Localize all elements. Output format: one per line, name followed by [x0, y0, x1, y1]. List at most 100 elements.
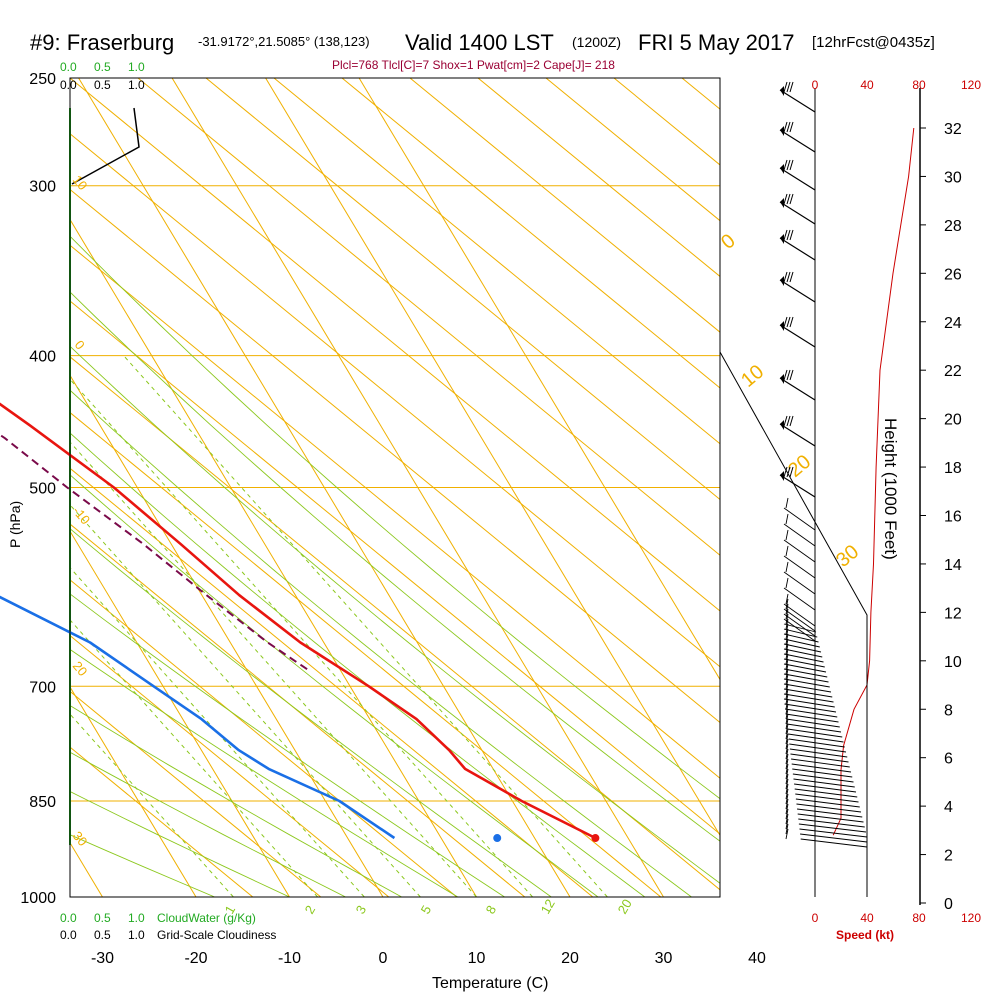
wind-barb	[783, 561, 816, 595]
height-tick-26: 26	[944, 266, 962, 283]
speed-tick-top-80: 80	[912, 78, 926, 92]
wind-barb	[779, 159, 816, 191]
p-tick-250: 250	[29, 71, 56, 88]
mixing-ratio-label: 20	[615, 896, 635, 916]
wind-barb	[783, 658, 828, 678]
wind-barb	[779, 316, 816, 348]
speed-tick-top-0: 0	[812, 78, 819, 92]
wind-barb	[785, 753, 852, 773]
moist-adiabat	[70, 704, 402, 897]
wind-barb	[783, 638, 823, 658]
height-tick-8: 8	[944, 702, 953, 719]
mixing-ratio-line	[70, 713, 234, 897]
temperature-line	[0, 402, 596, 840]
wind-barb	[785, 798, 863, 818]
wind-barb	[785, 778, 858, 798]
height-tick-24: 24	[944, 315, 962, 332]
height-tick-22: 22	[944, 363, 962, 380]
p-tick-700: 700	[29, 679, 56, 696]
mixing-ratio-label: 2	[302, 903, 319, 917]
wind-barb	[785, 788, 860, 808]
isotherm--10	[70, 530, 290, 897]
wind-barb	[779, 466, 816, 498]
height-tick-2: 2	[944, 848, 953, 865]
speed-tick-bottom-80: 80	[912, 911, 926, 925]
dry-adiabat	[750, 78, 1000, 980]
x-tick-0: 0	[379, 950, 388, 967]
station-title: #9: Fraserburg	[30, 30, 174, 55]
x-tick-20: 20	[561, 950, 579, 967]
speed-tick-bottom-120: 120	[961, 911, 981, 925]
height-tick-18: 18	[944, 460, 962, 477]
wind-barb	[785, 793, 862, 813]
moist-adiabat	[70, 790, 290, 897]
p-tick-850: 850	[29, 794, 56, 811]
forecast-tag: [12hrFcst@0435z]	[812, 34, 935, 51]
wind-barb	[785, 823, 868, 843]
moist-adiabat	[70, 528, 552, 897]
cloud-top-green-0: 0.0	[60, 60, 77, 74]
height-tick-32: 32	[944, 121, 962, 138]
wind-barb	[785, 748, 850, 768]
mixing-ratio-line	[70, 619, 318, 897]
cloud-top-green-2: 1.0	[128, 60, 145, 74]
height-tick-10: 10	[944, 654, 962, 671]
wind-barb	[783, 545, 816, 579]
cloudiness-label: Grid-Scale Cloudiness	[157, 928, 276, 942]
mixing-ratio-line	[70, 566, 365, 897]
dry-adiabat-label: 30	[70, 828, 91, 849]
surface-temperature-dot	[591, 834, 600, 843]
cloud-bottom-green-0: 0.0	[60, 911, 77, 925]
wind-barb	[783, 608, 816, 642]
dry-adiabat	[205, 78, 720, 501]
dry-adiabat	[70, 78, 720, 612]
height-tick-6: 6	[944, 751, 953, 768]
dry-adiabat	[545, 78, 720, 222]
mixing-ratio-line	[123, 355, 608, 897]
dry-adiabat	[341, 78, 720, 389]
dry-adiabat	[273, 78, 720, 445]
cloud-bottom-black-2: 1.0	[128, 928, 145, 942]
wind-barb	[785, 743, 849, 763]
height-tick-28: 28	[944, 218, 962, 235]
dry-adiabat	[70, 467, 594, 897]
height-tick-12: 12	[944, 605, 962, 622]
p-tick-300: 300	[29, 179, 56, 196]
valid-date: FRI 5 May 2017	[638, 30, 795, 55]
wind-barb	[785, 808, 865, 828]
dewpoint-line	[0, 595, 396, 840]
moist-adiabat	[70, 345, 720, 884]
isotherm-10	[70, 218, 477, 897]
height-tick-20: 20	[944, 412, 962, 429]
dry-adiabat	[477, 78, 720, 278]
station-coords: -31.9172°,21.5085° (138,123)	[198, 34, 370, 49]
wind-barb	[784, 693, 837, 713]
height-tick-4: 4	[944, 799, 953, 816]
dry-adiabat	[70, 133, 720, 668]
wind-barb	[783, 643, 824, 663]
dry-adiabat	[137, 78, 720, 556]
wind-barb	[785, 718, 843, 738]
dry-adiabat	[70, 244, 720, 779]
mixing-ratio-line	[70, 504, 421, 897]
wind-barb	[779, 193, 816, 225]
x-tick--20: -20	[184, 950, 207, 967]
wind-barb	[783, 497, 816, 531]
wind-barb	[785, 818, 868, 838]
p-tick-400: 400	[29, 349, 56, 366]
wind-barb	[785, 763, 854, 783]
dry-adiabat	[954, 78, 1000, 980]
dry-adiabat	[613, 78, 720, 166]
moist-adiabat	[70, 474, 599, 897]
wind-barb	[783, 678, 833, 698]
cloud-bottom-green-1: 0.5	[94, 911, 111, 925]
wind-barb	[783, 633, 822, 653]
wind-barb	[783, 673, 832, 693]
indices-text: Plcl=768 Tlcl[C]=7 Shox=1 Pwat[cm]=2 Cap…	[332, 58, 615, 72]
wind-speed-line	[832, 127, 915, 836]
moist-adiabat	[70, 432, 646, 897]
mixing-ratio-line	[70, 378, 533, 897]
dry-adiabat-label: -10	[70, 503, 94, 527]
speed-tick-top-120: 120	[961, 78, 981, 92]
